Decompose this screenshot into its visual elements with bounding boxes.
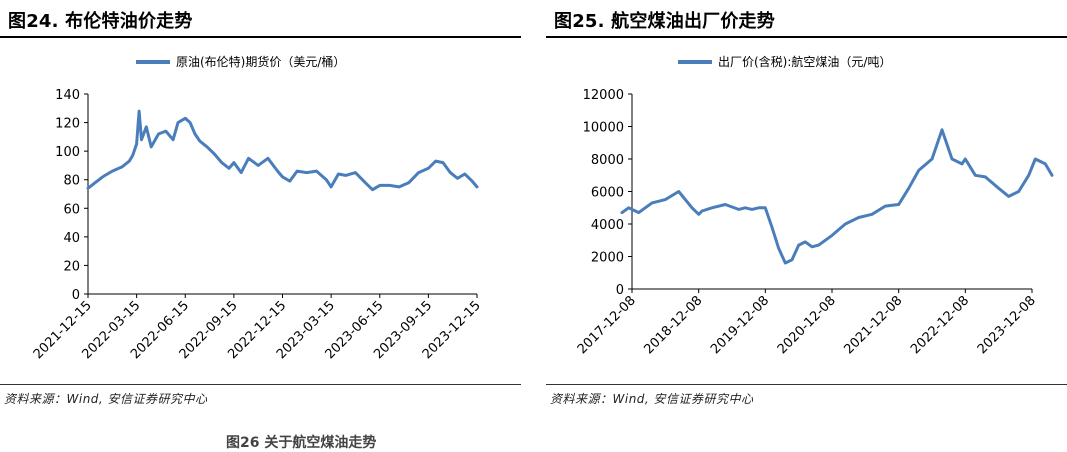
- y-tick-label: 120: [55, 117, 80, 132]
- y-tick-label: 80: [63, 174, 80, 189]
- series-line: [86, 109, 479, 192]
- y-tick-label: 8000: [591, 153, 624, 168]
- left-chart-title: 图24. 布伦特油价走势: [8, 11, 193, 32]
- y-tick-label: 12000: [583, 88, 624, 103]
- x-tick-label: 2022-12-08: [908, 293, 972, 357]
- y-tick-label: 40: [63, 231, 80, 246]
- legend-label: 出厂价(含税):航空煤油（元/吨）: [718, 54, 891, 69]
- y-tick-label: 4000: [591, 218, 624, 233]
- y-tick-label: 10000: [583, 121, 624, 136]
- y-tick-label: 140: [55, 88, 80, 103]
- x-tick-label: 2019-12-08: [708, 293, 772, 357]
- left-source-rule: [0, 384, 521, 385]
- legend-label: 原油(布伦特)期货价（美元/桶）: [176, 54, 345, 69]
- x-tick-label: 2020-12-08: [775, 293, 839, 357]
- y-tick-label: 6000: [591, 186, 624, 201]
- y-tick-label: 0: [72, 288, 80, 303]
- jet-fuel-price-chart: 出厂价(含税):航空煤油（元/吨） 0 2000 4000 6000 8000 10000 1…: [575, 54, 1054, 357]
- right-chart-title: 图25. 航空煤油出厂价走势: [554, 11, 775, 32]
- y-tick-label: 60: [63, 202, 80, 217]
- x-tick-label: 2023-12-08: [975, 293, 1039, 357]
- y-tick-label: 0: [616, 283, 624, 298]
- right-title-rule: [546, 36, 1067, 38]
- y-tick-label: 2000: [591, 251, 624, 266]
- left-title-rule: [0, 36, 521, 38]
- right-source-rule: [546, 384, 1067, 385]
- x-tick-label: 2017-12-08: [575, 293, 639, 357]
- y-tick-label: 100: [55, 145, 80, 160]
- right-source-note: 资料来源：Wind, 安信证券研究中心: [550, 392, 754, 406]
- y-tick-label: 20: [63, 259, 80, 274]
- x-tick-label: 2018-12-08: [641, 293, 705, 357]
- next-figure-caption: 图26 关于航空煤油走势: [226, 435, 377, 451]
- left-source-note: 资料来源：Wind, 安信证券研究中心: [4, 392, 208, 406]
- x-tick-label: 2021-12-08: [841, 293, 905, 357]
- series-line: [620, 128, 1054, 265]
- brent-price-chart: 原油(布伦特)期货价（美元/桶）0204060801001201402021-1…: [31, 54, 484, 362]
